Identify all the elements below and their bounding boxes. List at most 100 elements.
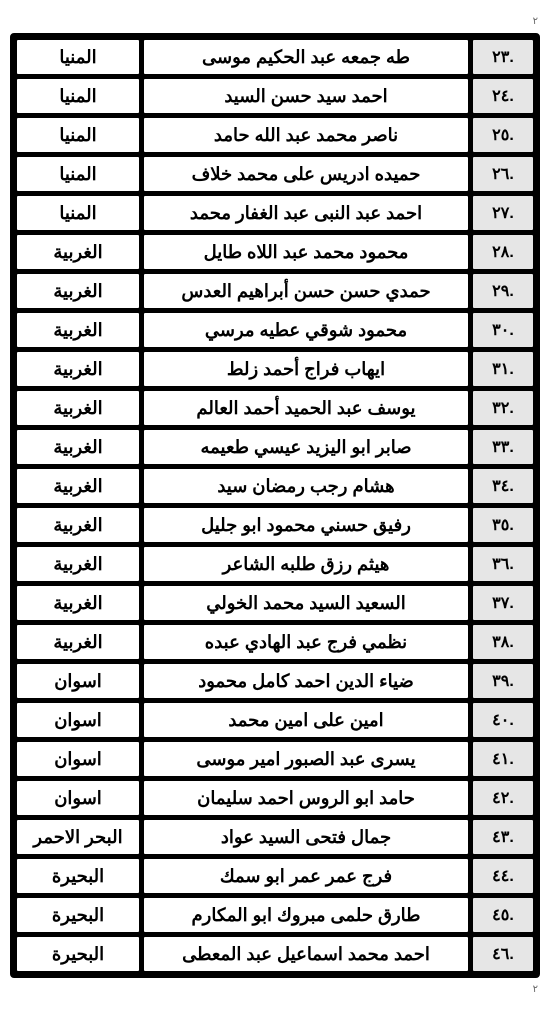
table-row: .٣٢يوسف عبد الحميد أحمد العالمالغربية bbox=[16, 390, 534, 426]
row-name: جمال فتحى السيد عواد bbox=[143, 819, 469, 855]
table-row: .٤١يسرى عبد الصبور امير موسىاسوان bbox=[16, 741, 534, 777]
row-number: .٣٠ bbox=[472, 312, 534, 348]
row-number: .٣٧ bbox=[472, 585, 534, 621]
row-number: .٢٨ bbox=[472, 234, 534, 270]
row-number: .٣٨ bbox=[472, 624, 534, 660]
row-governorate: الغربية bbox=[16, 468, 140, 504]
row-name: صابر ابو اليزيد عيسي طعيمه bbox=[143, 429, 469, 465]
names-table-container: .٢٣طه جمعه عبد الحكيم موسىالمنيا.٢٤احمد … bbox=[10, 33, 540, 978]
row-governorate: الغربية bbox=[16, 624, 140, 660]
table-row: .٣٩ضياء الدين احمد كامل محموداسوان bbox=[16, 663, 534, 699]
row-governorate: المنيا bbox=[16, 156, 140, 192]
row-governorate: المنيا bbox=[16, 195, 140, 231]
names-table: .٢٣طه جمعه عبد الحكيم موسىالمنيا.٢٤احمد … bbox=[13, 36, 537, 975]
row-number: .٣١ bbox=[472, 351, 534, 387]
row-governorate: الغربية bbox=[16, 351, 140, 387]
row-name: السعيد السيد محمد الخولي bbox=[143, 585, 469, 621]
row-number: .٣٩ bbox=[472, 663, 534, 699]
row-governorate: البحيرة bbox=[16, 897, 140, 933]
row-name: امين على امين محمد bbox=[143, 702, 469, 738]
row-governorate: الغربية bbox=[16, 390, 140, 426]
row-number: .٢٤ bbox=[472, 78, 534, 114]
row-governorate: الغربية bbox=[16, 312, 140, 348]
table-row: .٣٥رفيق حسني محمود ابو جليلالغربية bbox=[16, 507, 534, 543]
row-name: احمد محمد اسماعيل عبد المعطى bbox=[143, 936, 469, 972]
table-row: .٢٧احمد عبد النبى عبد الغفار محمدالمنيا bbox=[16, 195, 534, 231]
table-row: .٤٣جمال فتحى السيد عوادالبحر الاحمر bbox=[16, 819, 534, 855]
row-number: .٤٦ bbox=[472, 936, 534, 972]
table-row: .٤٢حامد ابو الروس احمد سليماناسوان bbox=[16, 780, 534, 816]
row-name: حامد ابو الروس احمد سليمان bbox=[143, 780, 469, 816]
row-name: نظمي فرج عبد الهادي عبده bbox=[143, 624, 469, 660]
row-governorate: اسوان bbox=[16, 702, 140, 738]
row-number: .٤٠ bbox=[472, 702, 534, 738]
row-name: احمد سيد حسن السيد bbox=[143, 78, 469, 114]
table-row: .٢٨محمود محمد عبد اللاه طايلالغربية bbox=[16, 234, 534, 270]
row-name: حميده ادريس على محمد خلاف bbox=[143, 156, 469, 192]
row-number: .٣٥ bbox=[472, 507, 534, 543]
row-number: .٢٣ bbox=[472, 39, 534, 75]
table-row: .٣٠محمود شوقي عطيه مرسيالغربية bbox=[16, 312, 534, 348]
row-governorate: البحر الاحمر bbox=[16, 819, 140, 855]
row-governorate: المنيا bbox=[16, 117, 140, 153]
row-number: .٢٥ bbox=[472, 117, 534, 153]
row-name: طارق حلمى مبروك ابو المكارم bbox=[143, 897, 469, 933]
table-row: .٢٥ناصر محمد عبد الله حامدالمنيا bbox=[16, 117, 534, 153]
row-name: ضياء الدين احمد كامل محمود bbox=[143, 663, 469, 699]
row-name: حمدي حسن حسن أبراهيم العدس bbox=[143, 273, 469, 309]
row-number: .٢٦ bbox=[472, 156, 534, 192]
row-governorate: البحيرة bbox=[16, 936, 140, 972]
row-name: طه جمعه عبد الحكيم موسى bbox=[143, 39, 469, 75]
row-name: فرج عمر عمر ابو سمك bbox=[143, 858, 469, 894]
table-row: .٣٤هشام رجب رمضان سيدالغربية bbox=[16, 468, 534, 504]
table-row: .٢٦حميده ادريس على محمد خلافالمنيا bbox=[16, 156, 534, 192]
table-row: .٣٦هيثم رزق طلبه الشاعرالغربية bbox=[16, 546, 534, 582]
row-governorate: المنيا bbox=[16, 39, 140, 75]
table-row: .٣٨نظمي فرج عبد الهادي عبدهالغربية bbox=[16, 624, 534, 660]
row-number: .٣٦ bbox=[472, 546, 534, 582]
row-name: يوسف عبد الحميد أحمد العالم bbox=[143, 390, 469, 426]
row-governorate: البحيرة bbox=[16, 858, 140, 894]
table-row: .٢٣طه جمعه عبد الحكيم موسىالمنيا bbox=[16, 39, 534, 75]
row-name: هيثم رزق طلبه الشاعر bbox=[143, 546, 469, 582]
row-number: .٣٤ bbox=[472, 468, 534, 504]
table-row: .٣٣صابر ابو اليزيد عيسي طعيمهالغربية bbox=[16, 429, 534, 465]
row-number: .٤١ bbox=[472, 741, 534, 777]
row-name: ايهاب فراج أحمد زلط bbox=[143, 351, 469, 387]
row-name: يسرى عبد الصبور امير موسى bbox=[143, 741, 469, 777]
row-governorate: الغربية bbox=[16, 429, 140, 465]
row-name: محمود شوقي عطيه مرسي bbox=[143, 312, 469, 348]
row-governorate: اسوان bbox=[16, 663, 140, 699]
table-row: .٢٩حمدي حسن حسن أبراهيم العدسالغربية bbox=[16, 273, 534, 309]
row-number: .٣٢ bbox=[472, 390, 534, 426]
row-name: هشام رجب رمضان سيد bbox=[143, 468, 469, 504]
row-governorate: الغربية bbox=[16, 507, 140, 543]
table-row: .٣١ايهاب فراج أحمد زلطالغربية bbox=[16, 351, 534, 387]
table-row: .٤٥طارق حلمى مبروك ابو المكارمالبحيرة bbox=[16, 897, 534, 933]
row-governorate: الغربية bbox=[16, 234, 140, 270]
row-governorate: اسوان bbox=[16, 780, 140, 816]
table-row: .٢٤احمد سيد حسن السيدالمنيا bbox=[16, 78, 534, 114]
row-name: محمود محمد عبد اللاه طايل bbox=[143, 234, 469, 270]
row-number: .٣٣ bbox=[472, 429, 534, 465]
table-row: .٤٦احمد محمد اسماعيل عبد المعطىالبحيرة bbox=[16, 936, 534, 972]
table-row: .٤٤فرج عمر عمر ابو سمكالبحيرة bbox=[16, 858, 534, 894]
row-governorate: اسوان bbox=[16, 741, 140, 777]
page-mark-top: ٢ bbox=[10, 10, 540, 33]
table-row: .٤٠امين على امين محمداسوان bbox=[16, 702, 534, 738]
row-governorate: الغربية bbox=[16, 273, 140, 309]
row-number: .٢٧ bbox=[472, 195, 534, 231]
row-number: .٤٤ bbox=[472, 858, 534, 894]
row-governorate: الغربية bbox=[16, 546, 140, 582]
row-number: .٤٣ bbox=[472, 819, 534, 855]
row-governorate: المنيا bbox=[16, 78, 140, 114]
row-governorate: الغربية bbox=[16, 585, 140, 621]
row-name: احمد عبد النبى عبد الغفار محمد bbox=[143, 195, 469, 231]
row-name: ناصر محمد عبد الله حامد bbox=[143, 117, 469, 153]
row-number: .٤٥ bbox=[472, 897, 534, 933]
names-table-body: .٢٣طه جمعه عبد الحكيم موسىالمنيا.٢٤احمد … bbox=[16, 39, 534, 972]
row-name: رفيق حسني محمود ابو جليل bbox=[143, 507, 469, 543]
table-row: .٣٧السعيد السيد محمد الخوليالغربية bbox=[16, 585, 534, 621]
row-number: .٢٩ bbox=[472, 273, 534, 309]
row-number: .٤٢ bbox=[472, 780, 534, 816]
